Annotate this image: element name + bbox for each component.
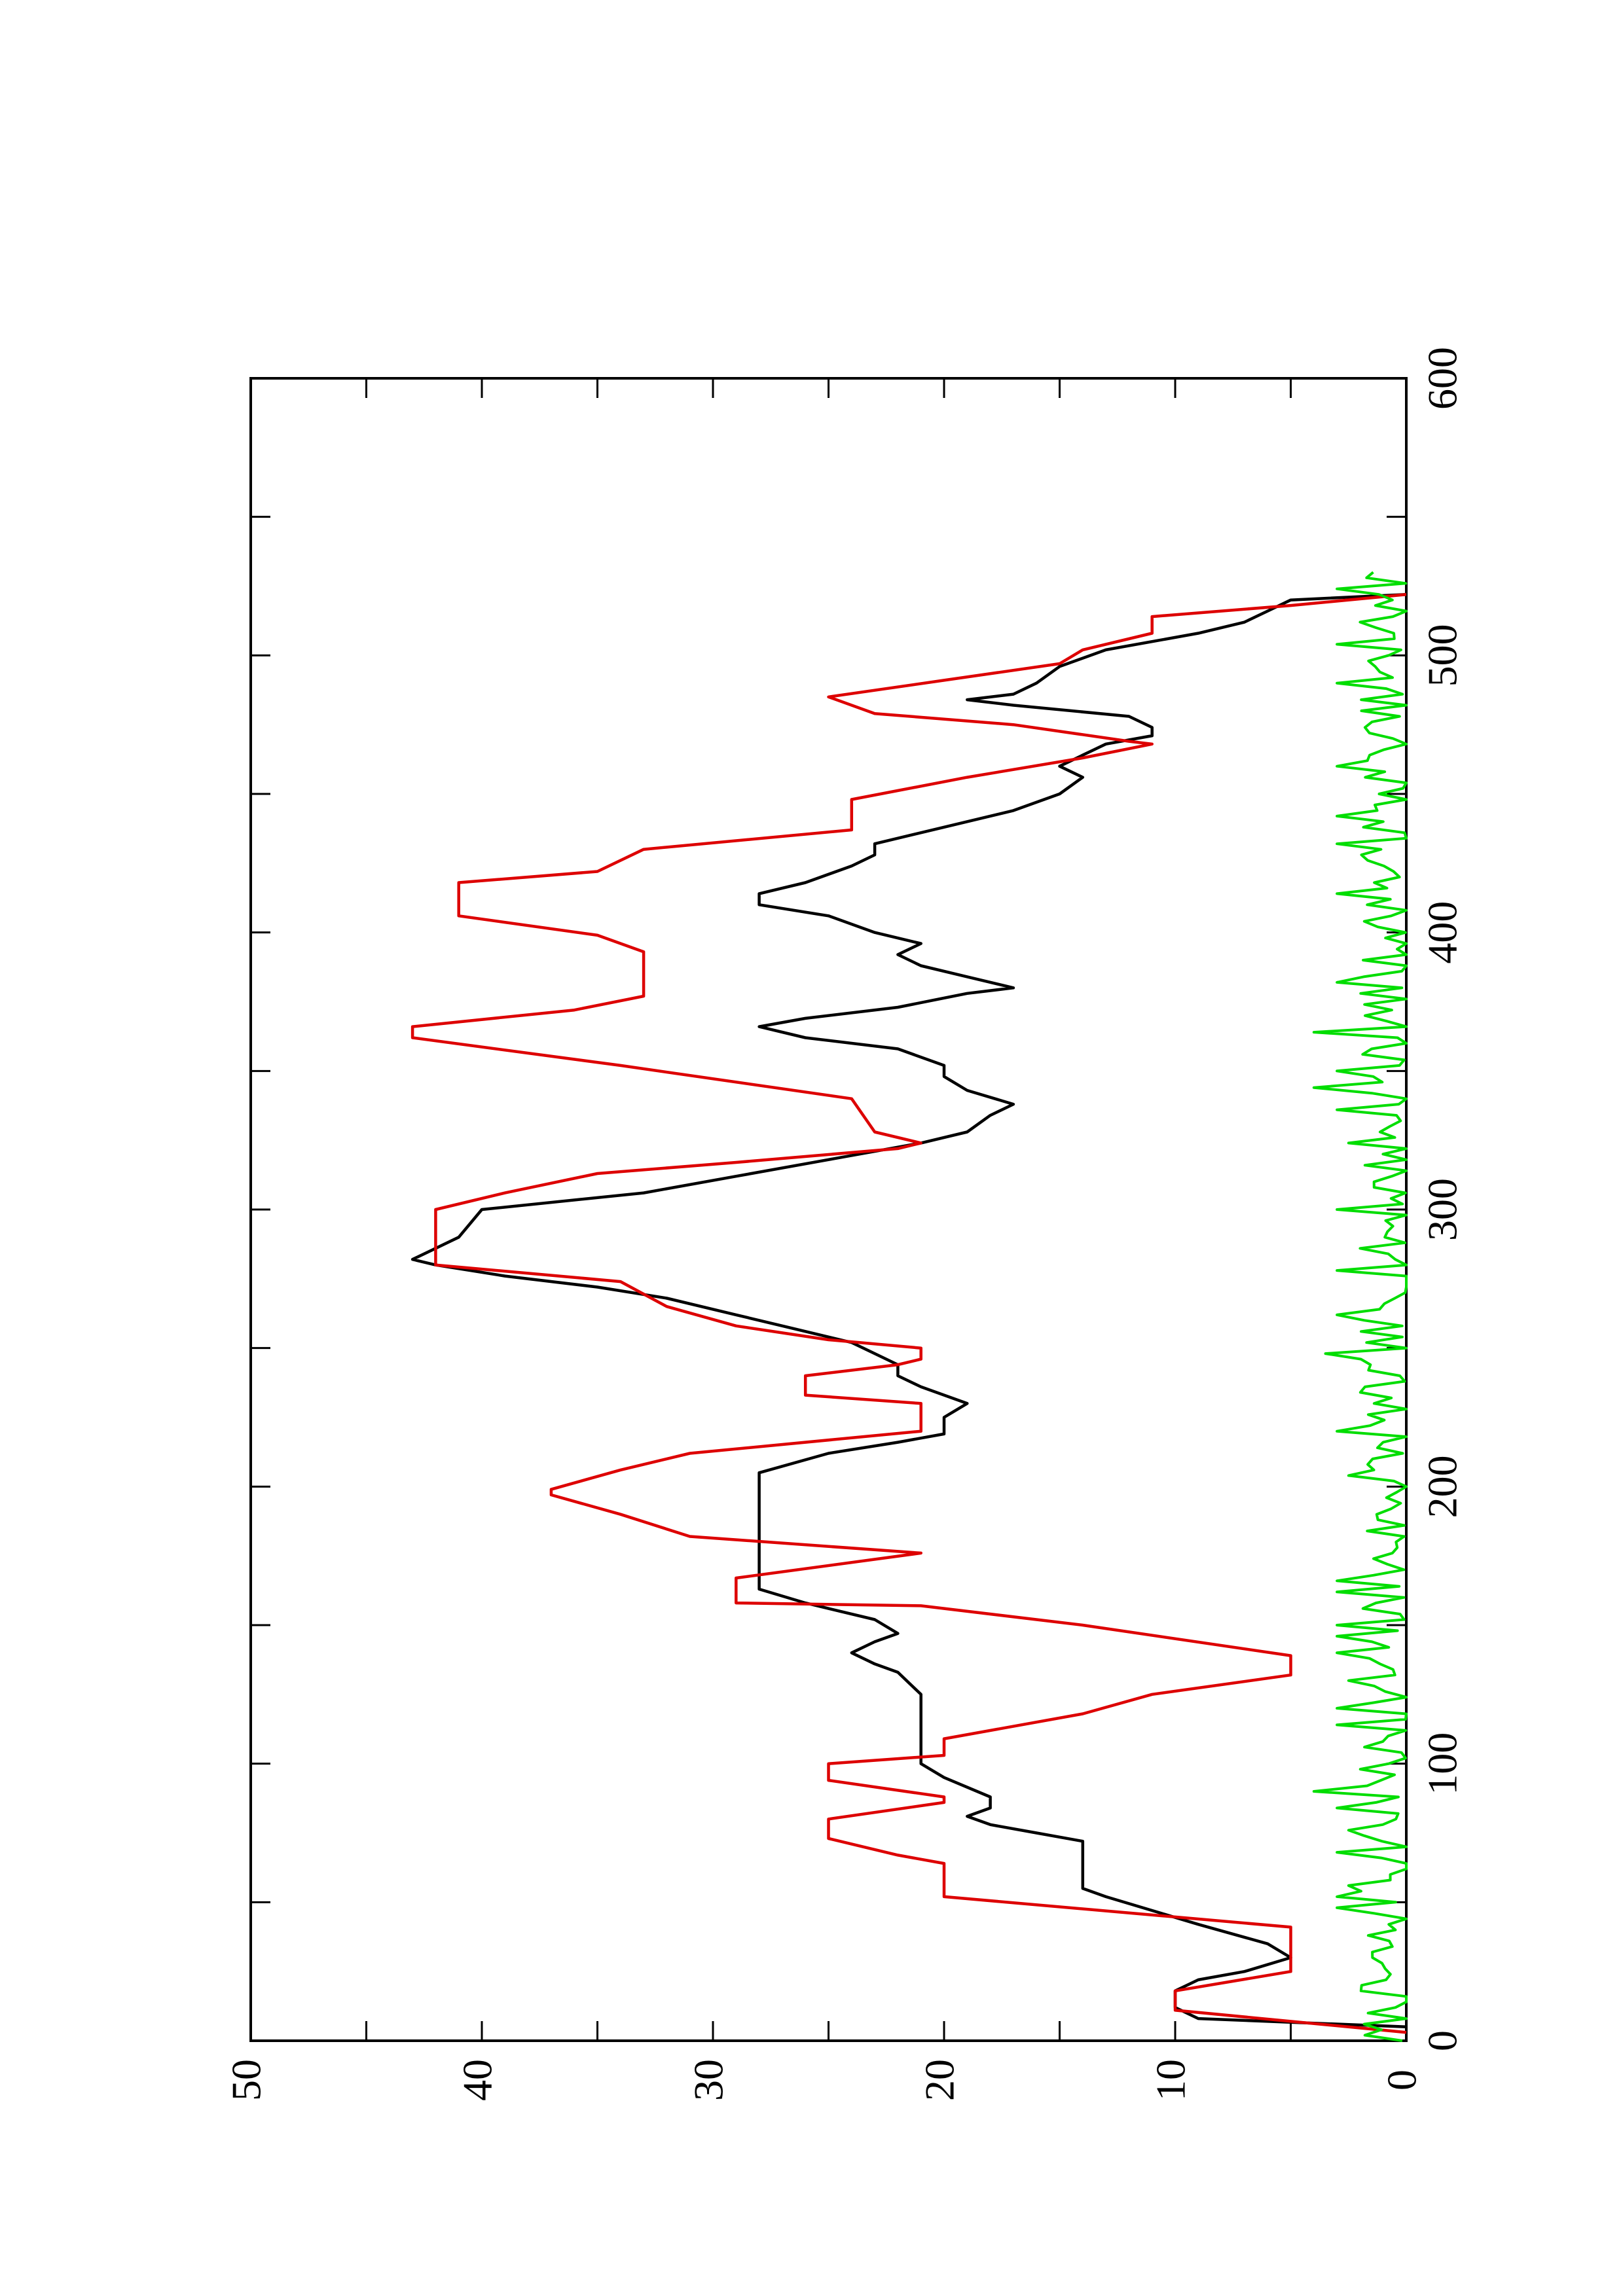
series-line-1 bbox=[410, 592, 1407, 2029]
series-layer bbox=[410, 571, 1408, 2042]
x-tick-label: 0 bbox=[1419, 2030, 1466, 2051]
x-tick-label: 400 bbox=[1419, 901, 1466, 964]
y-tick-label: 10 bbox=[1148, 2059, 1194, 2101]
x-tick-label: 200 bbox=[1419, 1455, 1466, 1518]
y-tick-label: 30 bbox=[685, 2059, 732, 2101]
x-tick-label: 100 bbox=[1419, 1732, 1466, 1795]
x-tick-label: 600 bbox=[1419, 347, 1466, 410]
plot-area bbox=[249, 377, 1408, 2042]
plot-frame bbox=[249, 377, 1408, 2042]
x-tick-label: 300 bbox=[1419, 1178, 1466, 1241]
y-tick-label: 40 bbox=[454, 2059, 501, 2101]
y-tick-label: 0 bbox=[1379, 2070, 1425, 2090]
series-line-2 bbox=[410, 592, 1407, 2034]
x-tick-label: 500 bbox=[1419, 624, 1466, 687]
y-tick-label: 20 bbox=[917, 2059, 963, 2101]
y-tick-labels: 0 10 20 30 40 50 bbox=[223, 2059, 1425, 2101]
x-tick-labels: 0 100 200 300 400 500 600 bbox=[1419, 347, 1466, 2051]
series-line-3 bbox=[1312, 571, 1408, 2042]
tick-marks bbox=[249, 377, 1408, 2042]
y-tick-label: 50 bbox=[223, 2059, 270, 2101]
